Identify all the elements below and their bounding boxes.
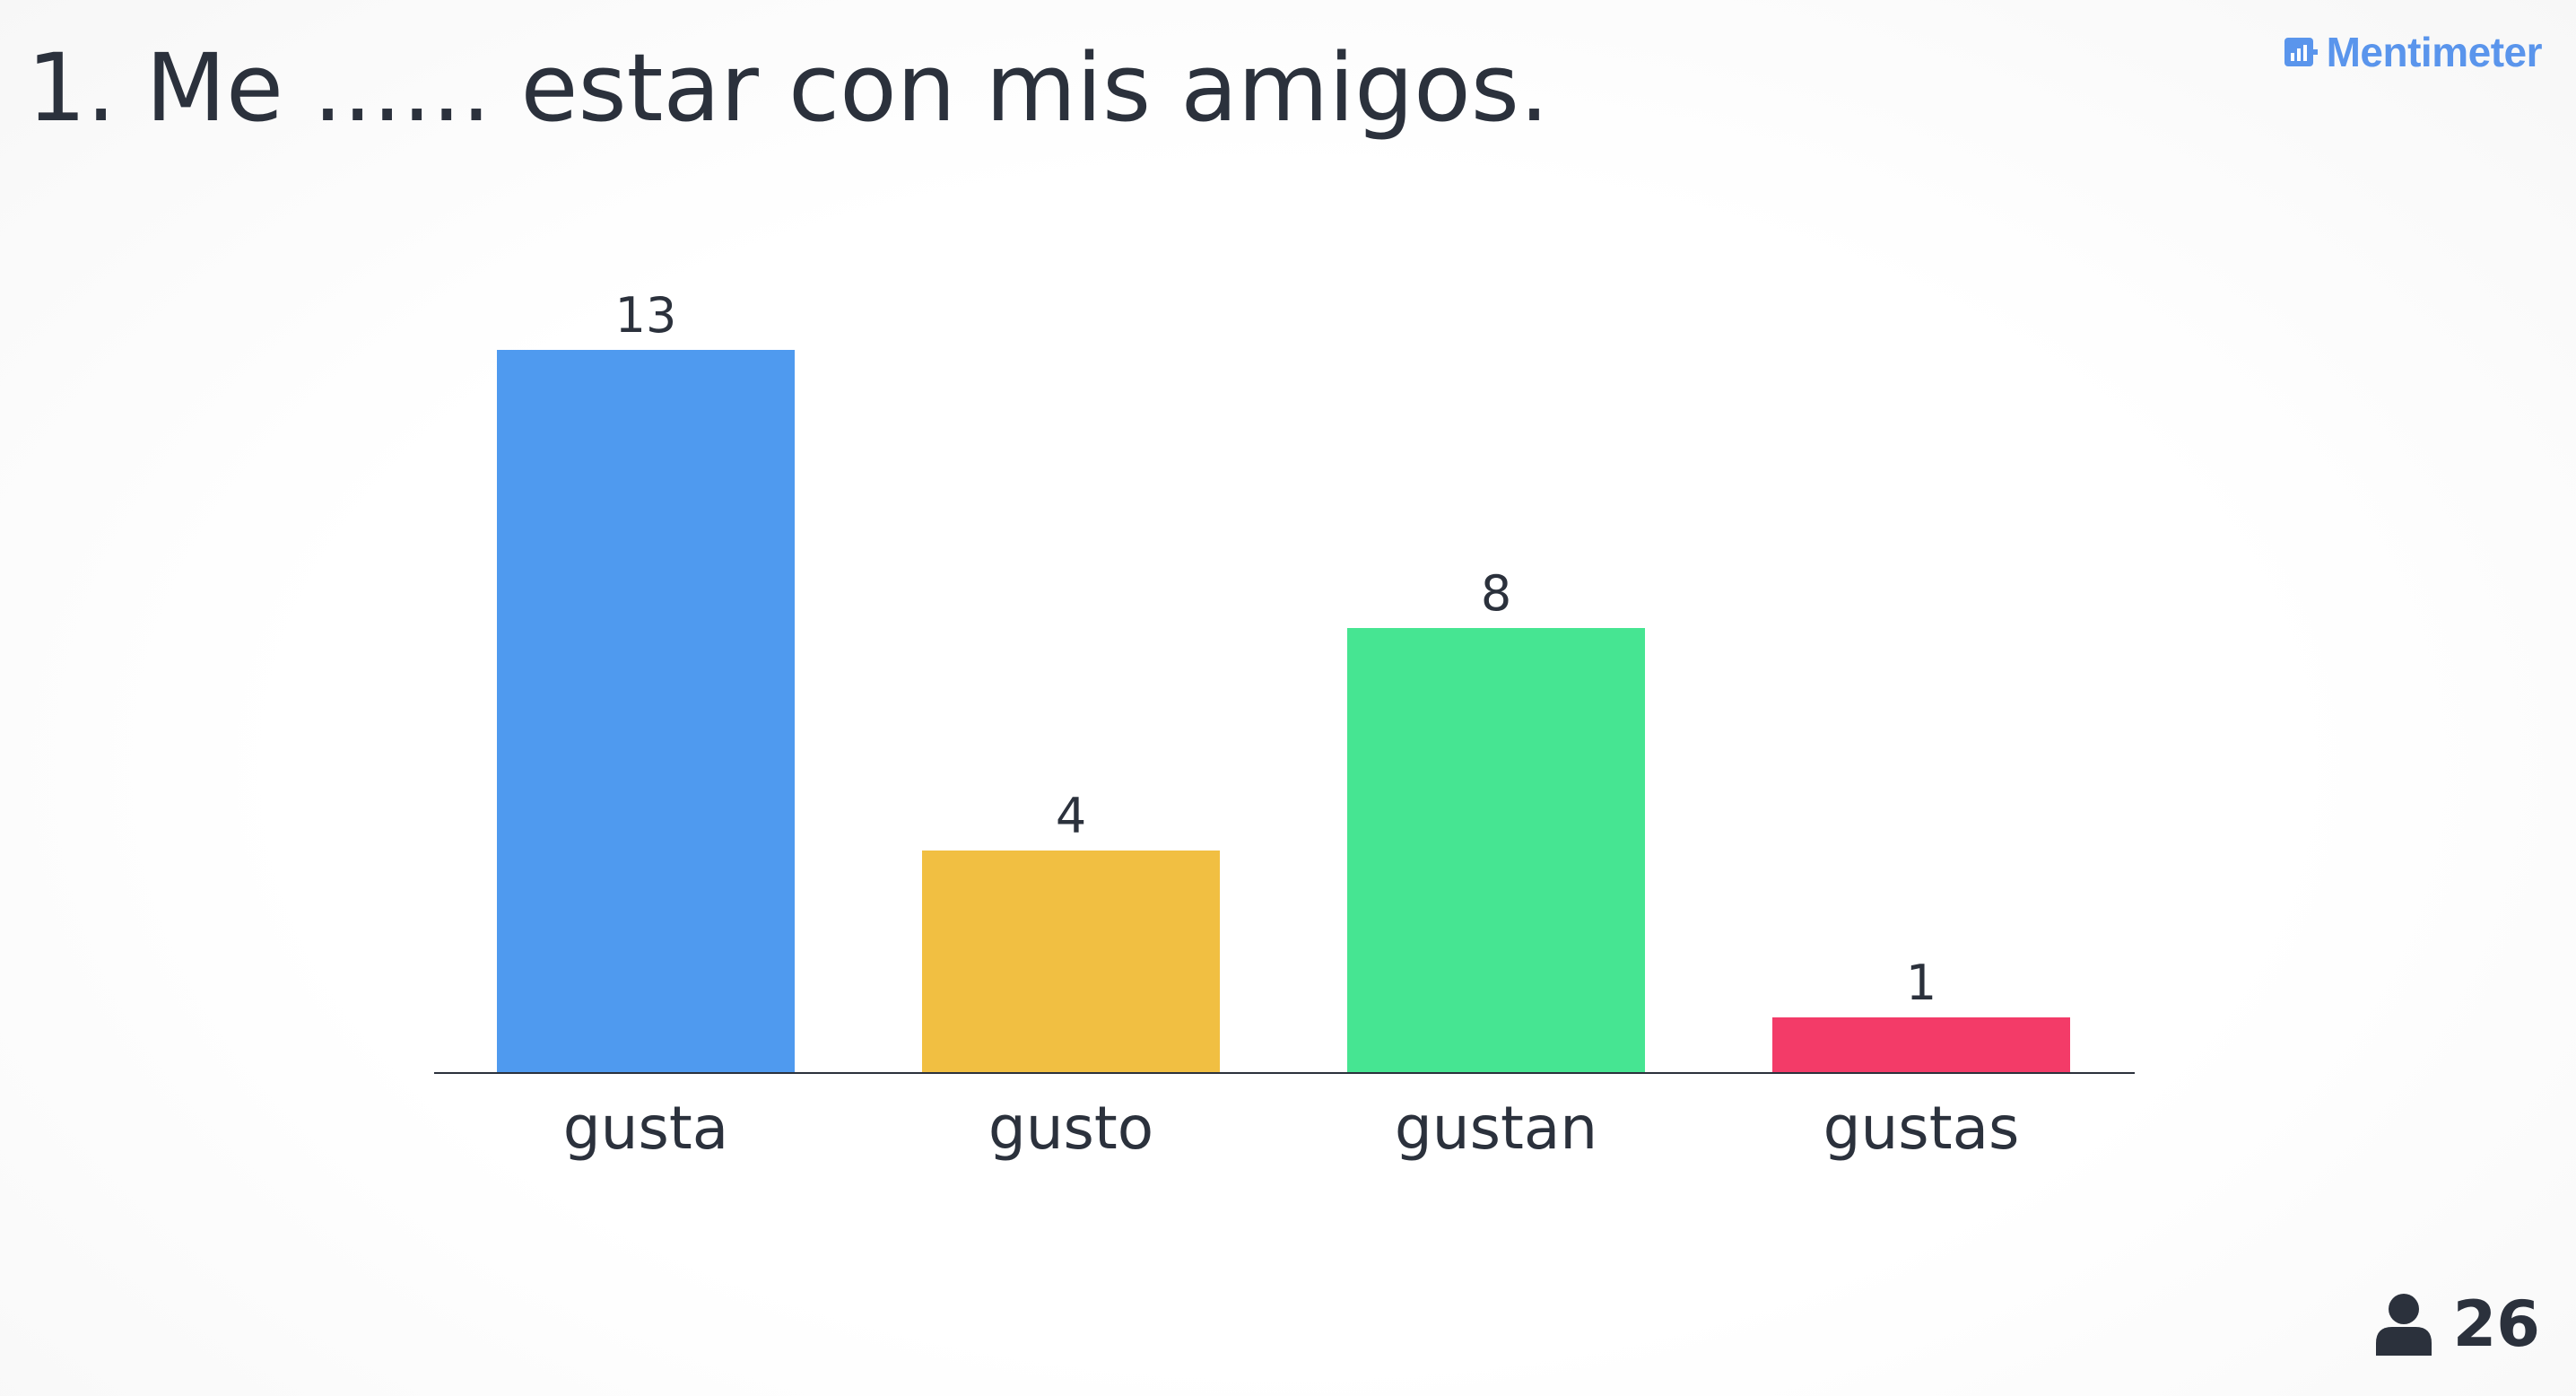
- bars-layer: [497, 350, 2070, 1073]
- bar-value-gustas: 1: [1906, 955, 1936, 1011]
- category-label-gustas: gustas: [1823, 1094, 2020, 1163]
- bar-value-gustan: 8: [1481, 565, 1511, 622]
- bar-gustas: [1772, 1017, 2070, 1073]
- bar-chart-logo-icon: [2284, 38, 2318, 66]
- participant-count: 26: [2452, 1287, 2540, 1361]
- question-title: 1. Me ...... estar con mis amigos.: [27, 33, 1550, 143]
- bar-value-gusta: 13: [615, 287, 677, 344]
- participant-counter: 26: [2374, 1287, 2540, 1361]
- person-icon: [2375, 1294, 2432, 1356]
- bar-gusta: [497, 350, 795, 1073]
- bar-gusto: [922, 851, 1220, 1073]
- category-label-gusta: gusta: [563, 1094, 728, 1163]
- brand-logo: Mentimeter: [2284, 25, 2543, 79]
- brand-name: Mentimeter: [2326, 29, 2543, 75]
- category-label-gusto: gusto: [988, 1094, 1153, 1163]
- labels-layer: 13 gusta 4 gusto 8 gustan 1 gustas: [563, 287, 2020, 1163]
- bar-value-gusto: 4: [1056, 788, 1086, 844]
- category-label-gustan: gustan: [1395, 1094, 1597, 1163]
- bar-gustan: [1347, 628, 1645, 1073]
